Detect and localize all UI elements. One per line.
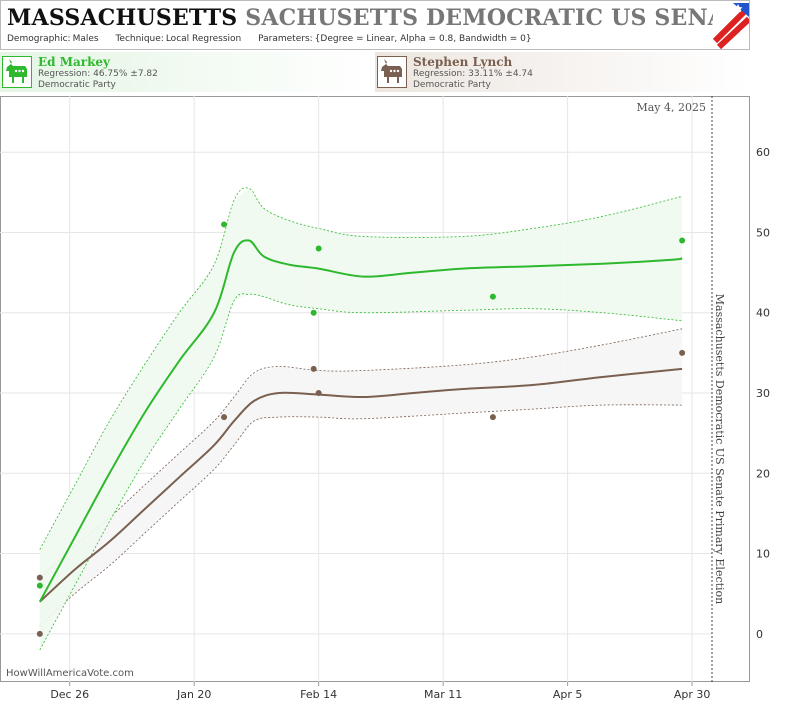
data-point — [315, 390, 322, 397]
y-tick-label: 10 — [756, 548, 770, 561]
data-point — [310, 309, 317, 316]
data-point — [36, 582, 43, 589]
date-label: May 4, 2025 — [636, 101, 706, 114]
data-point — [679, 237, 686, 244]
candidate-name: Ed Markey — [38, 55, 111, 69]
right-axis-label: Massachusetts Democratic US Senate Prima… — [713, 294, 726, 605]
y-tick-label: 0 — [756, 628, 763, 641]
title-state: MASSACHUSETTS — [7, 5, 238, 31]
series-line — [38, 239, 683, 603]
data-point — [36, 574, 43, 581]
title-election: SACHUSETTS DEMOCRATIC US SENATE PRIM — [245, 5, 750, 31]
y-tick-label: 30 — [756, 387, 770, 400]
confidence-lower-line — [39, 404, 683, 627]
param-value: Local Regression — [165, 34, 242, 44]
candidate-regression: Regression: 33.11% ±4.74 — [413, 69, 533, 79]
confidence-lower-line — [39, 293, 683, 651]
candidate-party: Democratic Party — [38, 80, 116, 90]
parameters-line: Demographic: Males Technique: Local Regres… — [7, 34, 546, 44]
data-point — [489, 414, 496, 421]
candidate-card-markey: Ed Markey Regression: 46.75% ±7.82 Democ… — [0, 52, 375, 92]
data-point — [36, 630, 43, 637]
x-tick-label: Feb 14 — [300, 688, 337, 701]
data-point — [221, 221, 228, 228]
y-tick-label: 20 — [756, 467, 770, 480]
confidence-band — [39, 188, 683, 650]
x-tick-label: Dec 26 — [50, 688, 89, 701]
data-point — [310, 365, 317, 372]
page-title: MASSACHUSETTS SACHUSETTS DEMOCRATIC US S… — [7, 5, 750, 31]
data-point — [489, 293, 496, 300]
flag-logo-icon — [713, 1, 749, 49]
y-tick-label: 40 — [756, 307, 770, 320]
data-point — [679, 349, 686, 356]
header: MASSACHUSETTS SACHUSETTS DEMOCRATIC US S… — [0, 0, 750, 50]
data-point — [315, 245, 322, 252]
param-label: Parameters: — [258, 34, 313, 44]
param-value: Males — [72, 34, 99, 44]
series-line — [39, 367, 683, 603]
param-label: Technique: — [115, 34, 164, 44]
candidate-regression: Regression: 46.75% ±7.82 — [38, 69, 158, 79]
candidate-card-lynch: Stephen Lynch Regression: 33.11% ±4.74 D… — [375, 52, 749, 92]
param-value: {Degree = Linear, Alpha = 0.8, Bandwidth… — [314, 34, 532, 44]
x-tick-label: Apr 30 — [674, 688, 711, 701]
data-point — [221, 414, 228, 421]
x-tick-label: Mar 11 — [424, 688, 462, 701]
y-tick-label: 60 — [756, 146, 770, 159]
candidate-name: Stephen Lynch — [413, 55, 513, 69]
donkey-icon — [2, 56, 32, 88]
candidate-party: Democratic Party — [413, 80, 491, 90]
confidence-upper-line — [39, 187, 683, 550]
x-tick-label: Jan 20 — [176, 688, 211, 701]
param-label: Demographic: — [7, 34, 71, 44]
watermark: HowWillAmericaVote.com — [6, 668, 134, 679]
y-tick-label: 50 — [756, 226, 770, 239]
confidence-band — [39, 328, 683, 626]
x-tick-label: Apr 5 — [553, 688, 583, 701]
donkey-icon — [377, 56, 407, 88]
